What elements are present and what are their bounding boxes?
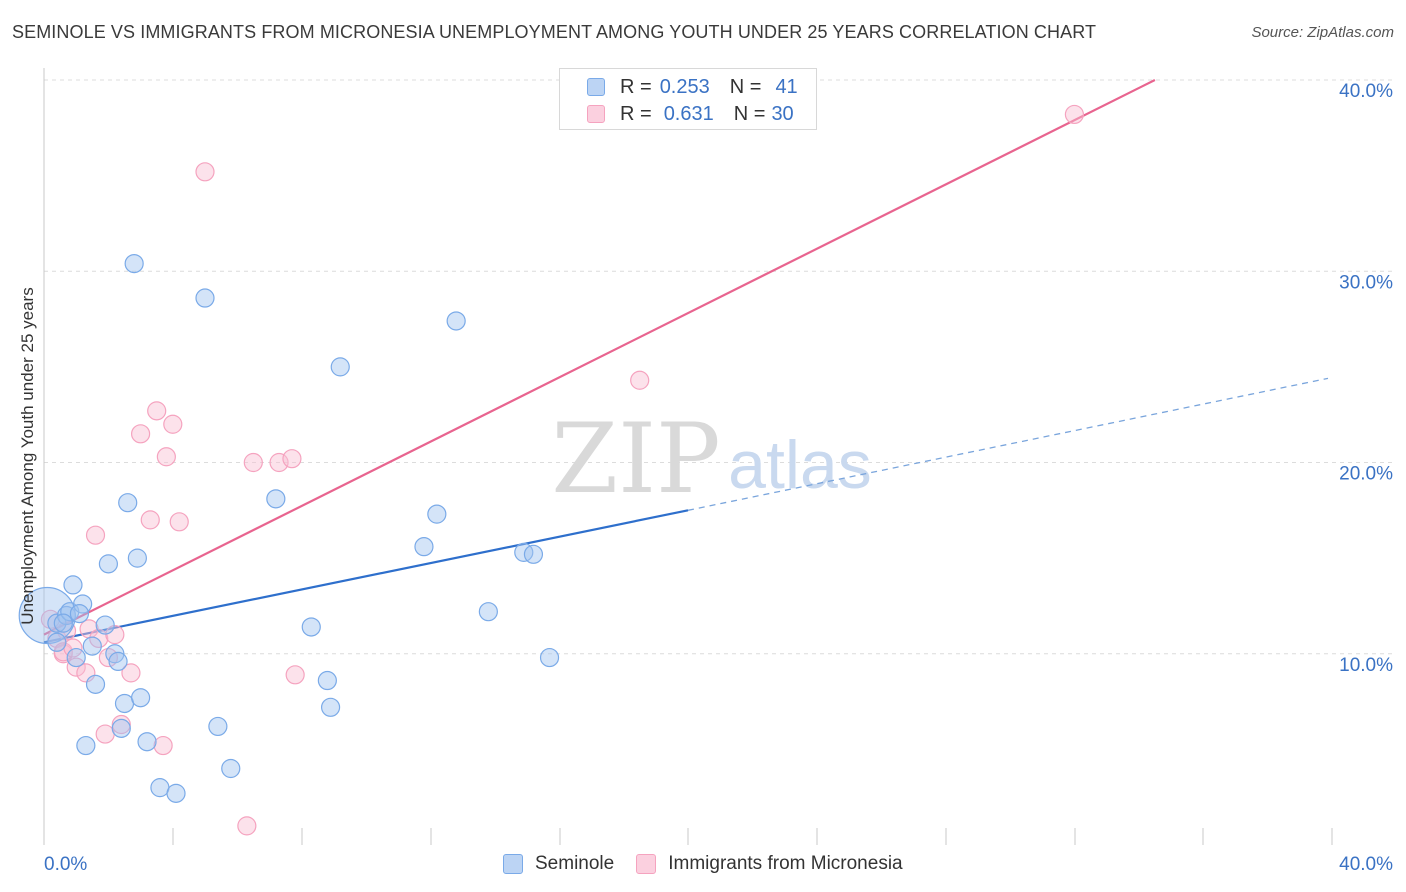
seminole-swatch [503,854,523,874]
y-tick-label: 30.0% [1339,272,1393,293]
seminole-point [98,554,119,574]
micronesia-point [282,449,302,469]
series-legend: Seminole Immigrants from Micronesia [503,851,925,877]
seminole-point [114,693,135,714]
seminole-point [127,548,147,568]
n-value: 41 [775,75,798,98]
micronesia-point [195,162,215,182]
legend-label-micronesia: Immigrants from Micronesia [668,853,903,874]
seminole-point [320,697,341,717]
y-tick-label: 10.0% [1339,655,1393,676]
r-label: R = [620,75,652,98]
micronesia-swatch [587,105,605,123]
y-tick-label: 40.0% [1339,81,1393,102]
micronesia-point [95,724,115,744]
micronesia-point [121,663,141,683]
seminole-point [111,718,131,738]
legend-item-seminole: Seminole [503,853,614,875]
micronesia-point [630,370,650,390]
seminole-point [53,613,73,633]
seminole-point [523,544,544,564]
n-value: 30 [771,102,794,125]
seminole-point [85,674,106,694]
seminole-point [76,735,96,756]
x-tick-label: 40.0% [1339,854,1393,875]
watermark: ZIP atlas [551,403,871,515]
seminole-point [221,758,241,779]
watermark-atlas: atlas [728,427,872,503]
seminole-point [69,603,90,624]
seminole-trend-line [43,509,689,644]
seminole-point [427,504,447,524]
r-value: 0.631 [663,102,714,125]
seminole-point [301,617,321,637]
source-note: Source: ZipAtlas.com [1251,24,1394,41]
micronesia-point [140,510,160,530]
seminole-point [137,732,157,752]
n-label: N = [733,102,766,125]
seminole-point [317,670,337,691]
x-tick-label: 0.0% [44,854,87,875]
seminole-point [514,542,534,562]
y-axis-title: Unemployment Among Youth under 25 years [18,287,37,625]
seminole-point [47,613,67,633]
r-value: 0.253 [659,75,710,98]
trend-lines [43,79,1329,644]
micronesia-point [147,401,167,421]
chart-title: SEMINOLE VS IMMIGRANTS FROM MICRONESIA U… [12,22,1097,42]
seminole-point [63,575,83,595]
seminole-point [166,783,186,803]
micronesia-swatch [636,854,657,874]
micronesia-point [163,414,183,434]
micronesia-point [243,452,263,473]
y-tick-label: 20.0% [1339,464,1393,485]
seminole-point [478,602,498,622]
seminole-point [47,632,67,652]
seminole-point [82,636,102,656]
seminole-point [266,489,286,509]
seminole-point [414,537,434,557]
legend-row-seminole: R = 0.253 N = 41 [587,74,798,100]
micronesia-point [237,816,257,836]
correlation-legend: R = 0.253 N = 41 R = 0.631 N = 30 [559,68,817,130]
r-label: R = [620,102,652,125]
n-label: N = [729,75,762,98]
seminole-point [131,688,151,708]
axes [43,68,1333,845]
watermark-zip: ZIP [551,403,720,515]
micronesia-point [156,447,176,467]
seminole-point [108,651,128,672]
seminole-point [150,778,170,798]
seminole-point [118,493,138,513]
seminole-point [446,311,466,331]
seminole-point [124,254,144,274]
legend-row-micronesia: R = 0.631 N = 30 [587,101,794,127]
seminole-point [539,647,560,668]
seminole-point [330,357,350,377]
data-points [18,104,1085,836]
legend-label-seminole: Seminole [535,853,615,874]
seminole-point [195,288,215,308]
grid-lines [44,79,1394,655]
tick-labels: 10.0% 20.0% 30.0% 40.0% 0.0% 40.0% [44,81,1393,875]
seminole-point [66,647,86,668]
micronesia-point [285,665,305,685]
seminole-trend-extension [687,377,1329,511]
micronesia-point [85,525,106,545]
micronesia-point [131,424,151,444]
micronesia-point [169,512,189,532]
seminole-swatch [587,78,605,96]
micronesia-point [153,735,173,756]
seminole-point [208,716,228,737]
micronesia-trend-line [43,79,1156,636]
legend-item-micronesia: Immigrants from Micronesia [636,853,903,875]
seminole-point [95,615,115,635]
micronesia-point [1064,104,1085,125]
